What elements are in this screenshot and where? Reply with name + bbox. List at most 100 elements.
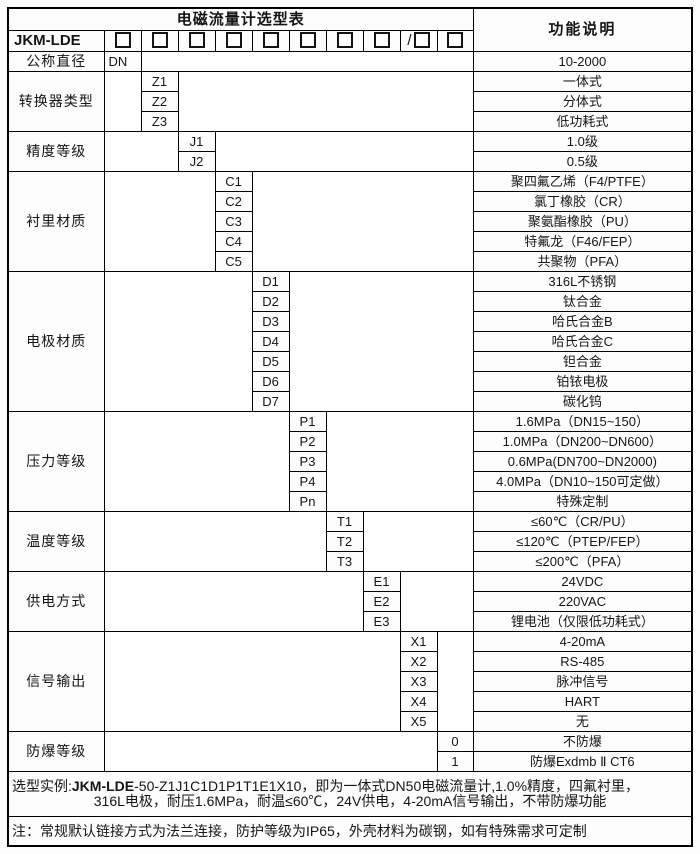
checkbox-icon — [336, 32, 353, 49]
spacer-cell — [288, 271, 474, 412]
code-E2: E2 — [362, 591, 401, 612]
code-C4: C4 — [214, 231, 253, 252]
spacer-cell — [140, 51, 474, 72]
checkbox-icon — [447, 32, 464, 49]
spacer-cell — [103, 131, 179, 172]
desc-cell: 聚氨酯橡胶（PU） — [472, 211, 693, 232]
model-digit-box-3 — [177, 30, 216, 52]
desc-cell: ≤200℃（PFA） — [472, 551, 693, 572]
desc-cell: 防爆Exdmb Ⅱ CT6 — [472, 751, 693, 772]
desc-cell: 脉冲信号 — [472, 671, 693, 692]
category-accuracy: 精度等级 — [7, 131, 105, 172]
note-row: 注：常规默认链接方式为法兰连接，防护等级为IP65，外壳材料为碳钢，如有特殊需求… — [7, 816, 693, 847]
checkbox-icon — [151, 32, 168, 49]
spacer-cell — [103, 511, 327, 572]
example-model: JKM-LDE — [71, 778, 135, 795]
code-P2: P2 — [288, 431, 327, 452]
category-dn: 公称直径 — [7, 51, 105, 72]
checkbox-icon — [373, 32, 390, 49]
code-Z3: Z3 — [140, 111, 179, 132]
desc-cell: 0.6MPa(DN700~DN2000) — [472, 451, 693, 472]
spacer-cell — [103, 411, 290, 512]
code-J2: J2 — [177, 151, 216, 172]
code-Z2: Z2 — [140, 91, 179, 112]
desc-cell: 共聚物（PFA） — [472, 251, 693, 272]
category-electrode: 电极材质 — [7, 271, 105, 412]
category-explosion: 防爆等级 — [7, 731, 105, 772]
category-signal: 信号输出 — [7, 631, 105, 732]
category-power: 供电方式 — [7, 571, 105, 632]
desc-cell: 4-20mA — [472, 631, 693, 652]
desc-cell: 特氟龙（F46/FEP） — [472, 231, 693, 252]
category-liner: 衬里材质 — [7, 171, 105, 272]
desc-cell: 氯丁橡胶（CR） — [472, 191, 693, 212]
code-Z1: Z1 — [140, 71, 179, 92]
model-digit-box-8 — [362, 30, 401, 52]
code-C5: C5 — [214, 251, 253, 272]
code-X2: X2 — [399, 651, 438, 672]
desc-cell: 10-2000 — [472, 51, 693, 72]
desc-cell: 316L不锈钢 — [472, 271, 693, 292]
desc-cell: 聚四氟乙烯（F4/PTFE） — [472, 171, 693, 192]
category-converter: 转换器类型 — [7, 71, 105, 132]
checkbox-icon — [225, 32, 242, 49]
checkbox-icon — [299, 32, 316, 49]
example-rest: -50-Z1J1C1D1P1T1E1X10，即为一体式DN50电磁流量计,1.0… — [134, 778, 640, 795]
example-line1: 选型实例:JKM-LDE-50-Z1J1C1D1P1T1E1X10，即为一体式D… — [9, 779, 691, 794]
selection-table: 电磁流量计选型表 功能说明 JKM-LDE / 公称直径 DN 10-2000 … — [7, 7, 694, 847]
desc-cell: ≤120℃（PTEP/FEP） — [472, 531, 693, 552]
category-temperature: 温度等级 — [7, 511, 105, 572]
model-prefix: JKM-LDE — [7, 30, 105, 52]
code-P4: P4 — [288, 471, 327, 492]
code-D3: D3 — [251, 311, 290, 332]
checkbox-icon — [114, 32, 131, 49]
desc-cell: 分体式 — [472, 91, 693, 112]
desc-cell: 无 — [472, 711, 693, 732]
model-digit-box-5 — [251, 30, 290, 52]
model-digit-box-2 — [140, 30, 179, 52]
code-D2: D2 — [251, 291, 290, 312]
desc-cell: ≤60℃（CR/PU） — [472, 511, 693, 532]
desc-cell: HART — [472, 691, 693, 712]
code-T3: T3 — [325, 551, 364, 572]
code-X3: X3 — [399, 671, 438, 692]
spacer-cell — [214, 131, 474, 172]
desc-cell: 特殊定制 — [472, 491, 693, 512]
desc-cell: 哈氏合金C — [472, 331, 693, 352]
desc-cell: 1.6MPa（DN15~150） — [472, 411, 693, 432]
spacer-cell — [103, 171, 216, 272]
code-0: 0 — [436, 731, 474, 752]
example-label: 选型实例: — [12, 778, 72, 795]
category-pressure: 压力等级 — [7, 411, 105, 512]
spacer-cell — [362, 511, 474, 572]
code-J1: J1 — [177, 131, 216, 152]
spacer-cell — [399, 571, 474, 632]
desc-cell: 低功耗式 — [472, 111, 693, 132]
code-E1: E1 — [362, 571, 401, 592]
desc-cell: 钛合金 — [472, 291, 693, 312]
code-X4: X4 — [399, 691, 438, 712]
code-1: 1 — [436, 751, 474, 772]
desc-cell: 一体式 — [472, 71, 693, 92]
spacer-cell — [251, 171, 474, 272]
code-DN: DN — [103, 51, 142, 72]
desc-cell: 锂电池（仅限低功耗式） — [472, 611, 693, 632]
checkbox-icon — [188, 32, 205, 49]
code-D7: D7 — [251, 391, 290, 412]
code-T1: T1 — [325, 511, 364, 532]
code-C2: C2 — [214, 191, 253, 212]
spacer-cell — [103, 631, 401, 732]
spacer-cell — [436, 631, 474, 732]
table-title: 电磁流量计选型表 — [7, 7, 474, 31]
desc-cell: 220VAC — [472, 591, 693, 612]
desc-cell: 哈氏合金B — [472, 311, 693, 332]
code-D6: D6 — [251, 371, 290, 392]
slash-separator: / — [407, 32, 412, 50]
spacer-cell — [103, 71, 142, 132]
function-column-header: 功能说明 — [472, 7, 693, 52]
code-C3: C3 — [214, 211, 253, 232]
code-T2: T2 — [325, 531, 364, 552]
model-digit-box-7 — [325, 30, 364, 52]
code-P1: P1 — [288, 411, 327, 432]
spacer-cell — [177, 71, 474, 132]
